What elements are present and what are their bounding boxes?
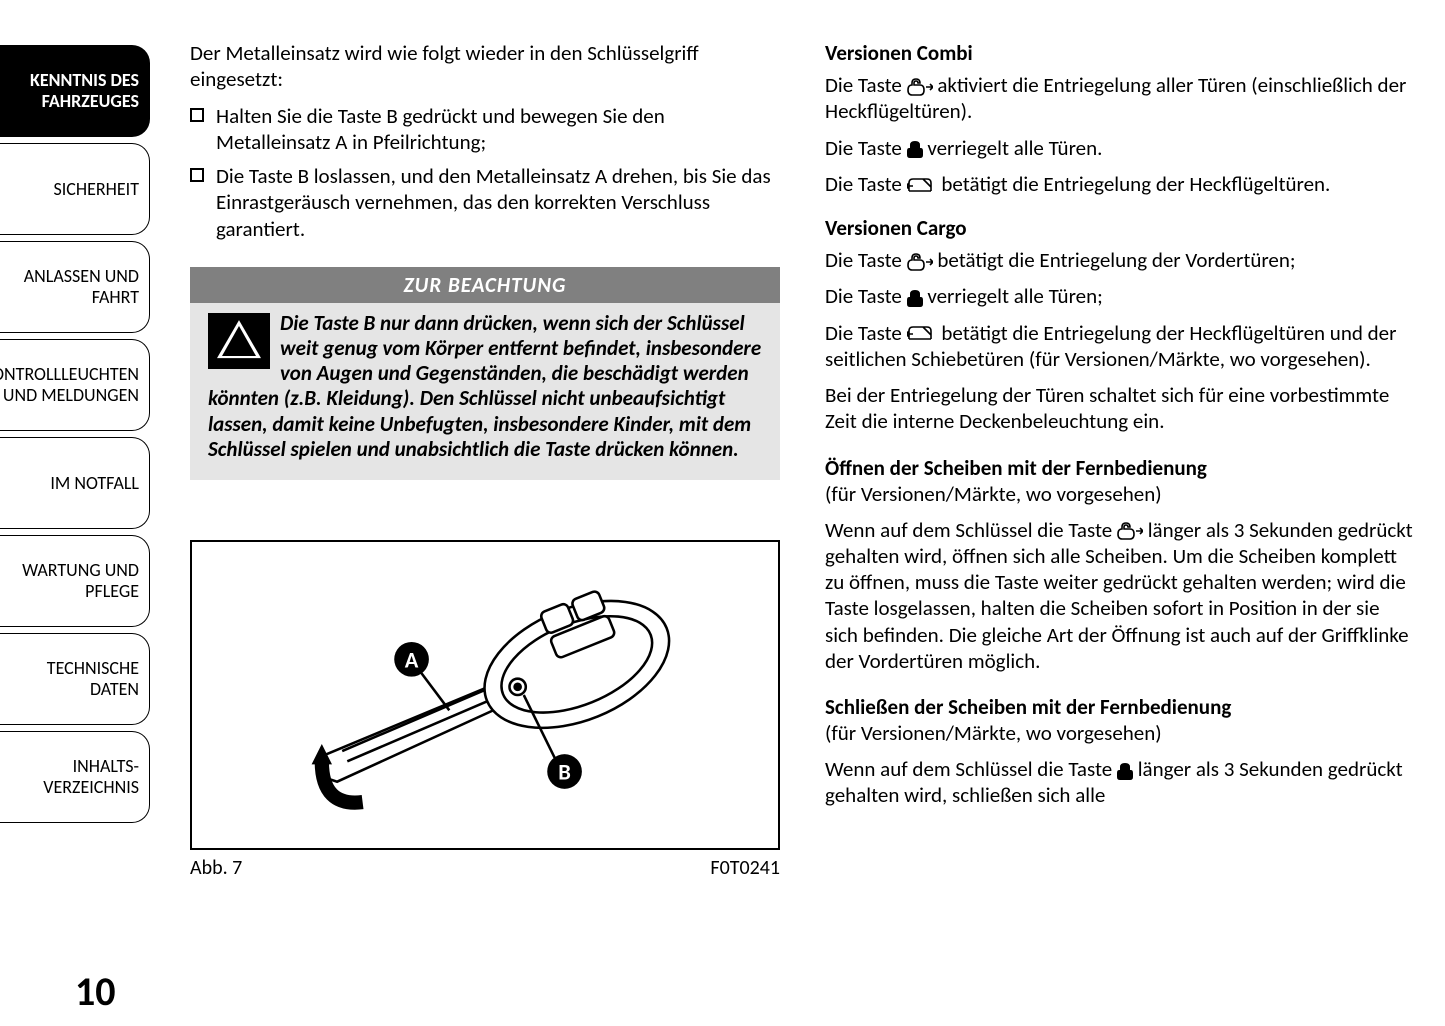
manual-page: KENNTNIS DES FAHRZEUGESSICHERHEITANLASSE… — [0, 0, 1445, 1026]
bullet-1-text: Halten Sie die Taste B gedrückt und bewe… — [216, 103, 780, 156]
warning-body: Die Taste B nur dann drücken, wenn sich … — [190, 303, 780, 462]
trunk-icon — [907, 177, 937, 195]
bullet-2: Die Taste B loslassen, und den Metallein… — [190, 163, 780, 242]
unlock-icon — [907, 253, 933, 271]
warning-triangle-icon — [208, 313, 270, 369]
section-tab-4[interactable]: IM NOTFALL — [0, 437, 150, 529]
trunk-icon — [907, 325, 937, 343]
warning-title: ZUR BEACHTUNG — [190, 267, 780, 303]
combi-para-2: Die Taste verriegelt alle Türen. — [825, 135, 1415, 161]
section-tab-0[interactable]: KENNTNIS DES FAHRZEUGES — [0, 45, 150, 137]
figure-7: A B — [190, 540, 780, 850]
lock-icon — [907, 288, 923, 308]
left-column: Der Metalleinsatz wird wie folgt wieder … — [190, 40, 780, 1016]
cargo-para-3: Die Taste betätigt die Entriegelung der … — [825, 320, 1415, 373]
close-windows-note: (für Versionen/Märkte, wo vorgesehen) — [825, 720, 1415, 746]
svg-text:A: A — [405, 647, 419, 674]
bullet-1: Halten Sie die Taste B gedrückt und bewe… — [190, 103, 780, 156]
svg-text:B: B — [558, 760, 571, 787]
bullet-2-text: Die Taste B loslassen, und den Metallein… — [216, 163, 780, 242]
intro-text: Der Metalleinsatz wird wie folgt wieder … — [190, 40, 780, 93]
section-tabs: KENNTNIS DES FAHRZEUGESSICHERHEITANLASSE… — [0, 0, 150, 1026]
section-tab-1[interactable]: SICHERHEIT — [0, 143, 150, 235]
figure-caption: Abb. 7 F0T0241 — [190, 856, 780, 880]
section-tab-3[interactable]: KONTROLLLEUCHTEN UND MELDUNGEN — [0, 339, 150, 431]
heading-combi: Versionen Combi — [825, 40, 1415, 66]
lock-icon — [907, 139, 923, 159]
cargo-para-4: Bei der Entriegelung der Türen schaltet … — [825, 382, 1415, 435]
close-windows-para: Wenn auf dem Schlüssel die Taste länger … — [825, 756, 1415, 809]
figure-label: Abb. 7 — [190, 856, 242, 880]
right-column: Versionen Combi Die Taste aktiviert die … — [825, 40, 1415, 1016]
open-windows-para: Wenn auf dem Schlüssel die Taste länger … — [825, 517, 1415, 675]
content-area: Der Metalleinsatz wird wie folgt wieder … — [150, 0, 1445, 1026]
section-tab-2[interactable]: ANLASSEN UND FAHRT — [0, 241, 150, 333]
cargo-para-2: Die Taste verriegelt alle Türen; — [825, 283, 1415, 309]
key-illustration: A B — [192, 542, 778, 848]
combi-para-1: Die Taste aktiviert die Entriegelung all… — [825, 72, 1415, 125]
lock-icon — [1117, 761, 1133, 781]
section-tab-6[interactable]: TECHNISCHE DATEN — [0, 633, 150, 725]
heading-close-windows: Schließen der Scheiben mit der Fernbedie… — [825, 694, 1415, 720]
section-tab-7[interactable]: INHALTS-VERZEICHNIS — [0, 731, 150, 823]
checkbox-icon — [190, 108, 204, 122]
unlock-icon — [1117, 522, 1143, 540]
cargo-para-1: Die Taste betätigt die Entriegelung der … — [825, 247, 1415, 273]
warning-body-text: Die Taste B nur dann drücken, wenn sich … — [208, 310, 761, 462]
warning-box: ZUR BEACHTUNG Die Taste B nur dann drück… — [190, 267, 780, 480]
heading-open-windows: Öffnen der Scheiben mit der Fernbedienun… — [825, 455, 1415, 481]
figure-code: F0T0241 — [710, 856, 780, 880]
heading-cargo: Versionen Cargo — [825, 215, 1415, 241]
section-tab-5[interactable]: WARTUNG UND PFLEGE — [0, 535, 150, 627]
open-windows-note: (für Versionen/Märkte, wo vorgesehen) — [825, 481, 1415, 507]
unlock-icon — [907, 78, 933, 96]
combi-para-3: Die Taste betätigt die Entriegelung der … — [825, 171, 1415, 197]
checkbox-icon — [190, 168, 204, 182]
page-number: 10 — [75, 967, 116, 1016]
